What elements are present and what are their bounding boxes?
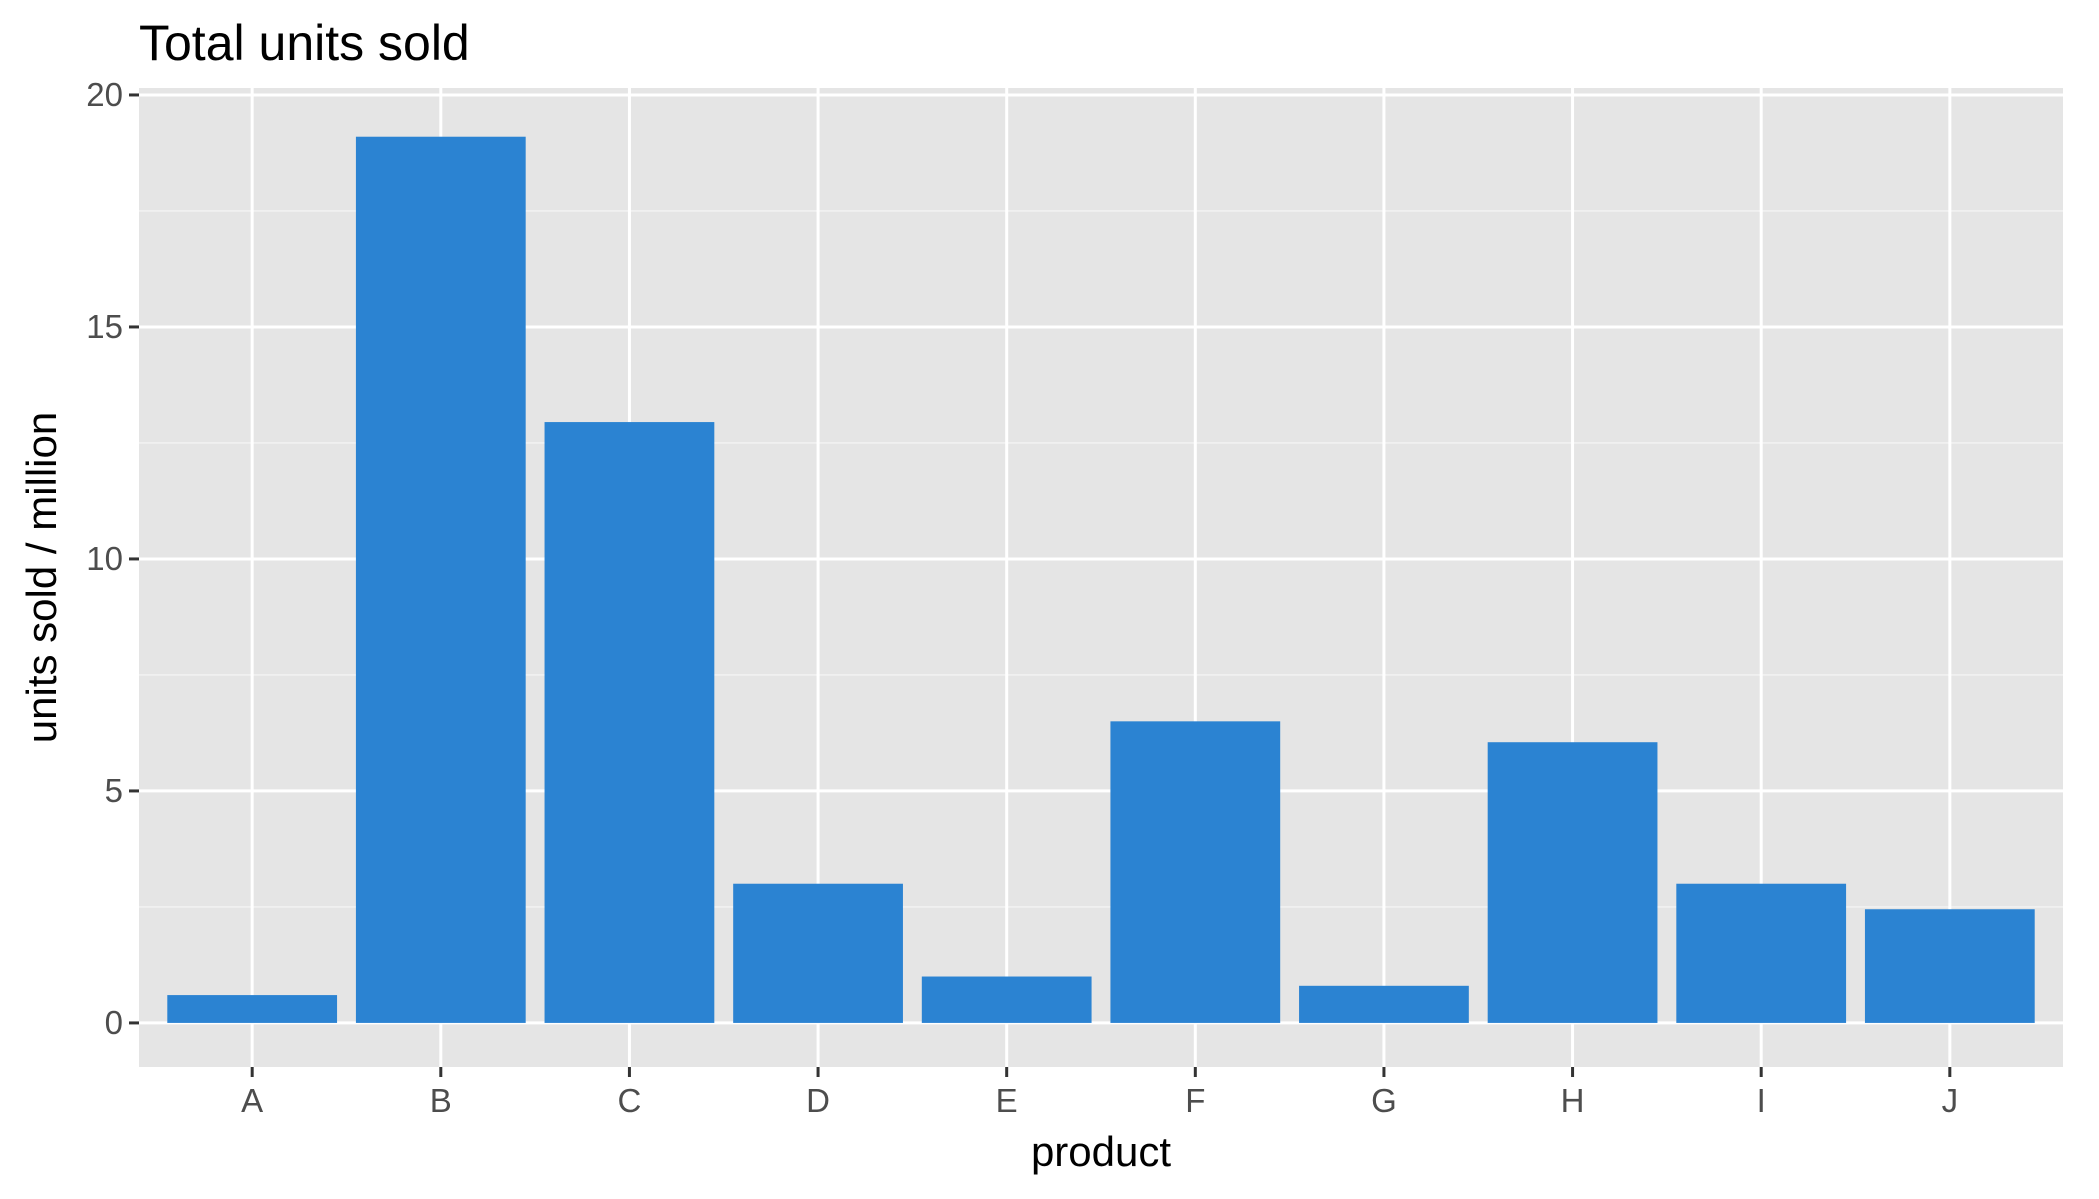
x-tick-label: A <box>241 1082 263 1119</box>
bar-F <box>1110 721 1281 1023</box>
bar-B <box>355 136 526 1023</box>
bar-C <box>544 422 715 1023</box>
bar-J <box>1864 909 2035 1023</box>
x-tick-label: D <box>806 1082 830 1119</box>
chart-title: Total units sold <box>139 15 470 71</box>
y-axis: 0 5 10 15 20 <box>86 76 139 1041</box>
x-tick-label: E <box>996 1082 1018 1119</box>
bar-H <box>1487 742 1658 1023</box>
x-axis: A B C D E F G H I J <box>241 1067 1958 1119</box>
x-tick-label: G <box>1371 1082 1397 1119</box>
bars <box>167 136 2035 1023</box>
y-tick-label: 15 <box>86 308 123 345</box>
x-tick-label: C <box>618 1082 642 1119</box>
bar-I <box>1676 883 1847 1023</box>
bar-G <box>1299 985 1469 1023</box>
y-tick-label: 5 <box>105 772 123 809</box>
x-tick-label: J <box>1942 1082 1959 1119</box>
y-axis-title: units sold / million <box>18 412 65 743</box>
y-tick-label: 10 <box>86 540 123 577</box>
x-tick-label: B <box>430 1082 452 1119</box>
x-axis-title: product <box>1031 1128 1171 1175</box>
x-tick-label: H <box>1561 1082 1585 1119</box>
y-tick-label: 0 <box>105 1004 123 1041</box>
x-tick-label: I <box>1757 1082 1766 1119</box>
bar-A <box>167 995 338 1023</box>
y-tick-label: 20 <box>86 76 123 113</box>
bar-D <box>733 883 903 1023</box>
bar-E <box>921 976 1092 1023</box>
x-tick-label: F <box>1185 1082 1205 1119</box>
